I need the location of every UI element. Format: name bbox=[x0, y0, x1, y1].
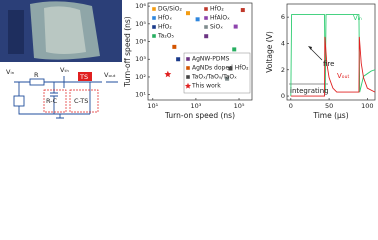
point bbox=[204, 34, 209, 39]
legend-marker bbox=[204, 25, 208, 29]
legend-label: SiOₓ bbox=[210, 24, 223, 31]
y-tick-label: 10⁴ bbox=[135, 38, 146, 46]
series-line bbox=[290, 14, 376, 97]
point bbox=[172, 44, 177, 49]
x-axis-title: Turn-on speed (ns) bbox=[164, 111, 235, 120]
x-tick-label: 50 bbox=[325, 102, 333, 110]
plot-frame bbox=[286, 3, 376, 101]
annotation: fire bbox=[323, 60, 334, 68]
point bbox=[225, 76, 230, 81]
point bbox=[164, 70, 172, 78]
legend-marker bbox=[204, 16, 208, 20]
point bbox=[195, 17, 200, 22]
y-tick-label: 0 bbox=[281, 92, 285, 100]
annotation: integrating bbox=[290, 87, 329, 95]
series-label: Vₒᵤₜ bbox=[337, 72, 350, 80]
legend-label: HfO₂ bbox=[210, 6, 224, 13]
x-tick-label: 0 bbox=[289, 102, 293, 110]
circuit-label: Vₒᵤₜ bbox=[104, 71, 116, 79]
point bbox=[240, 8, 245, 13]
series-label: Vᵢₙ bbox=[353, 14, 362, 22]
circuit: Vᵢₙ R Vₜₕ TS Vₒᵤₜ R-C C-TS bbox=[6, 66, 118, 119]
point bbox=[232, 47, 237, 52]
y-tick-label: 4 bbox=[281, 39, 285, 47]
legend-label: TaOₓ/TaOᵧ/TaOₓ bbox=[191, 74, 237, 81]
figure: Vᵢₙ R Vₜₕ TS Vₒᵤₜ R-C C-TS 10¹ 10³ 10⁵ 10¹ 1… bbox=[0, 0, 376, 120]
legend-label: HfAlOₓ bbox=[210, 15, 230, 22]
legend-box bbox=[183, 52, 251, 94]
y-tick-label: 2 bbox=[281, 66, 285, 74]
point bbox=[233, 24, 238, 29]
x-tick-label: 10³ bbox=[190, 102, 201, 110]
legend-label: AgNDs doped HfO₂ bbox=[192, 65, 249, 72]
legend-marker bbox=[186, 57, 190, 61]
legend-marker bbox=[152, 7, 156, 11]
legend-marker bbox=[204, 7, 208, 11]
legend-marker bbox=[152, 25, 156, 29]
legend-label: HfO₂ bbox=[158, 24, 172, 31]
x-tick-label: 10¹ bbox=[147, 102, 158, 110]
y-tick-label: 10⁵ bbox=[135, 20, 146, 28]
point bbox=[176, 57, 181, 62]
legend-label: Ta₂O₅ bbox=[157, 33, 174, 40]
series-line bbox=[290, 36, 376, 97]
point bbox=[185, 11, 190, 16]
circuit-label: R-C bbox=[46, 97, 58, 105]
circuit-label: Vₜₕ bbox=[60, 66, 69, 74]
plot-frame bbox=[147, 2, 253, 101]
y-tick-label: 10³ bbox=[135, 55, 146, 63]
y-tick-label: 10⁶ bbox=[135, 2, 146, 10]
legend-marker bbox=[186, 75, 190, 79]
y-axis-title: Voltage (V) bbox=[265, 31, 274, 73]
x-tick-label: 100 bbox=[361, 102, 373, 110]
legend-label: HfOₓ bbox=[158, 15, 172, 22]
circuit-label: C-TS bbox=[74, 97, 88, 105]
legend-marker bbox=[186, 66, 190, 70]
legend-marker bbox=[184, 82, 192, 89]
y-axis-title: Turn-off speed (ns) bbox=[123, 16, 132, 88]
circuit-label: Vᵢₙ bbox=[6, 68, 15, 76]
x-axis-title: Time (μs) bbox=[312, 111, 348, 120]
legend-marker bbox=[152, 34, 156, 38]
legend-label: AgNW-PDMS bbox=[192, 56, 230, 63]
point bbox=[228, 66, 233, 71]
legend-marker bbox=[152, 16, 156, 20]
legend-label: This work bbox=[191, 83, 221, 90]
legend-label: DG/SiO₂ bbox=[158, 6, 182, 13]
y-tick-label: 10¹ bbox=[135, 91, 146, 99]
circuit-label: R bbox=[34, 71, 39, 79]
y-tick-label: 6 bbox=[281, 13, 285, 21]
circuit-label: TS bbox=[79, 73, 88, 81]
photo bbox=[0, 0, 122, 62]
line-arrows bbox=[289, 46, 328, 85]
x-tick-label: 10⁵ bbox=[234, 102, 245, 110]
y-tick-label: 10² bbox=[135, 73, 146, 81]
